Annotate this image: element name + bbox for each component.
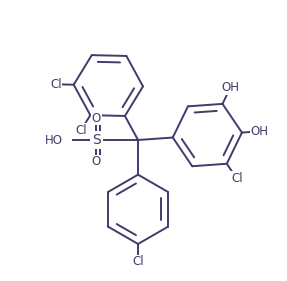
- Text: Cl: Cl: [231, 172, 243, 185]
- Text: O: O: [92, 155, 101, 168]
- Text: Cl: Cl: [50, 78, 62, 91]
- Text: S: S: [92, 133, 101, 147]
- Text: Cl: Cl: [75, 124, 87, 137]
- Text: OH: OH: [221, 81, 239, 94]
- Text: OH: OH: [251, 125, 269, 138]
- Text: Cl: Cl: [132, 255, 144, 268]
- Text: HO: HO: [45, 133, 63, 146]
- Text: O: O: [92, 112, 101, 125]
